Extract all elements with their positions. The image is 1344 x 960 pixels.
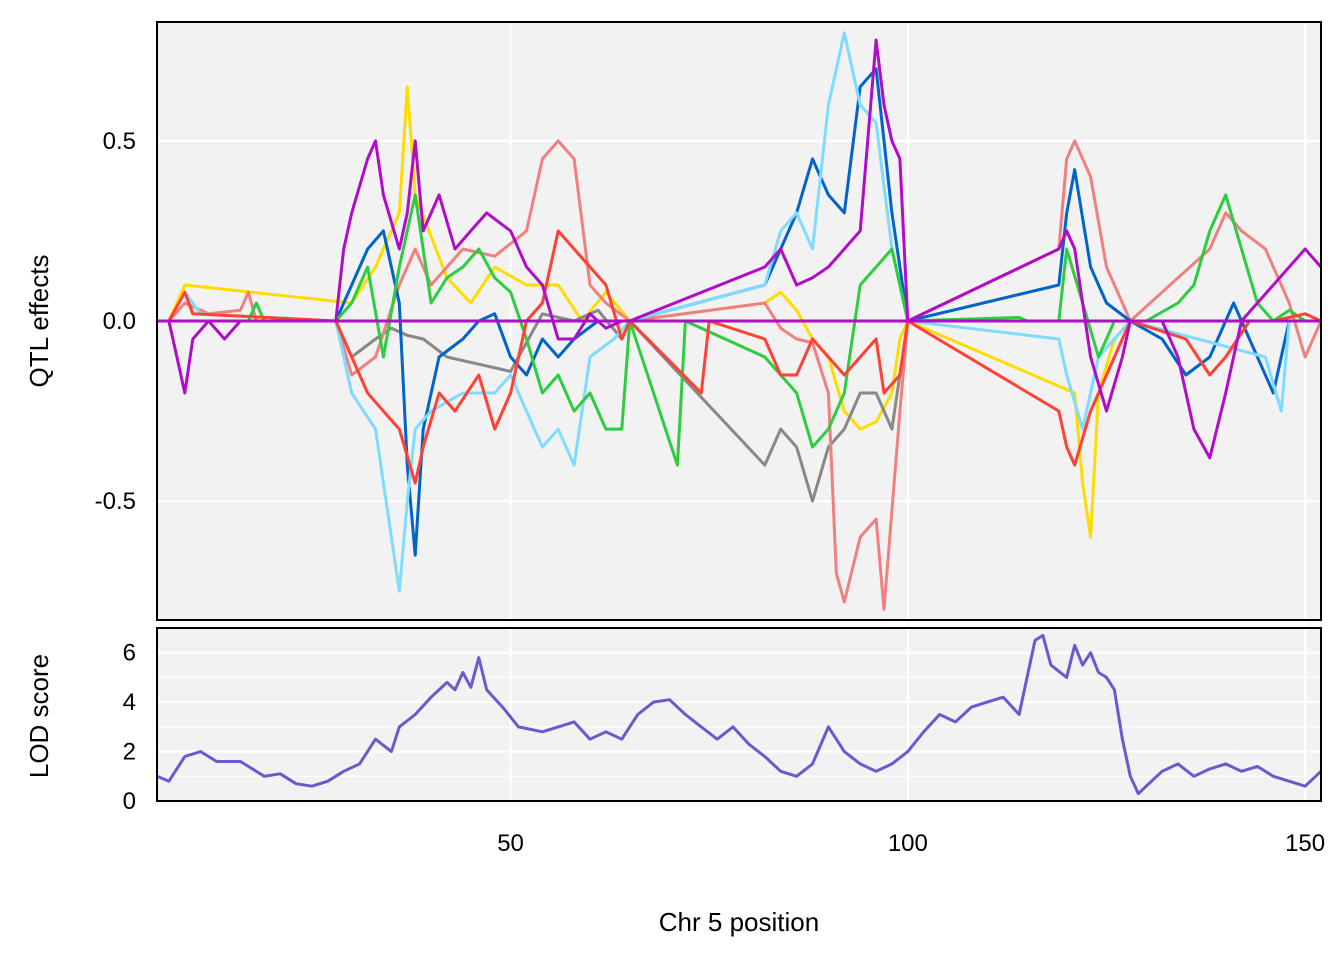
qtl-effects-panel: 0.5 0.0 -0.5 QTL effects <box>24 21 1323 621</box>
effects-y-tick-label: 0.0 <box>103 308 136 335</box>
lod-y-tick-label: 0 <box>123 788 136 815</box>
lod-panel-border <box>156 627 1322 802</box>
effects-y-tick-label: 0.5 <box>103 128 136 155</box>
lod-score-line <box>156 633 1323 796</box>
lod-score-panel: 0 2 4 6 50 100 150 LOD score Chr 5 position <box>24 627 1325 937</box>
effects-series-5 <box>247 193 1321 467</box>
lod-y-ticks: 0 2 4 6 <box>123 640 136 815</box>
effects-y-axis-title: QTL effects <box>24 255 54 388</box>
lod-y-tick-label: 6 <box>123 640 136 667</box>
x-tick-label: 150 <box>1285 830 1325 857</box>
effects-series-2 <box>167 139 1323 611</box>
effects-panel-border <box>156 21 1322 621</box>
x-axis-ticks: 50 100 150 <box>497 830 1325 857</box>
lod-y-tick-label: 2 <box>123 739 136 766</box>
x-tick-label: 50 <box>497 830 524 857</box>
lod-y-tick-label: 4 <box>123 689 136 716</box>
lod-y-axis-title: LOD score <box>24 654 54 778</box>
effects-y-tick-label: -0.5 <box>95 488 136 515</box>
effects-series-0 <box>167 85 1321 539</box>
lod-panel-background <box>157 628 1321 801</box>
effects-series-lines <box>157 31 1323 611</box>
x-tick-label: 100 <box>888 830 928 857</box>
lod-series-line <box>156 633 1323 796</box>
effects-y-ticks: 0.5 0.0 -0.5 <box>95 128 136 515</box>
x-axis-title: Chr 5 position <box>659 907 819 937</box>
